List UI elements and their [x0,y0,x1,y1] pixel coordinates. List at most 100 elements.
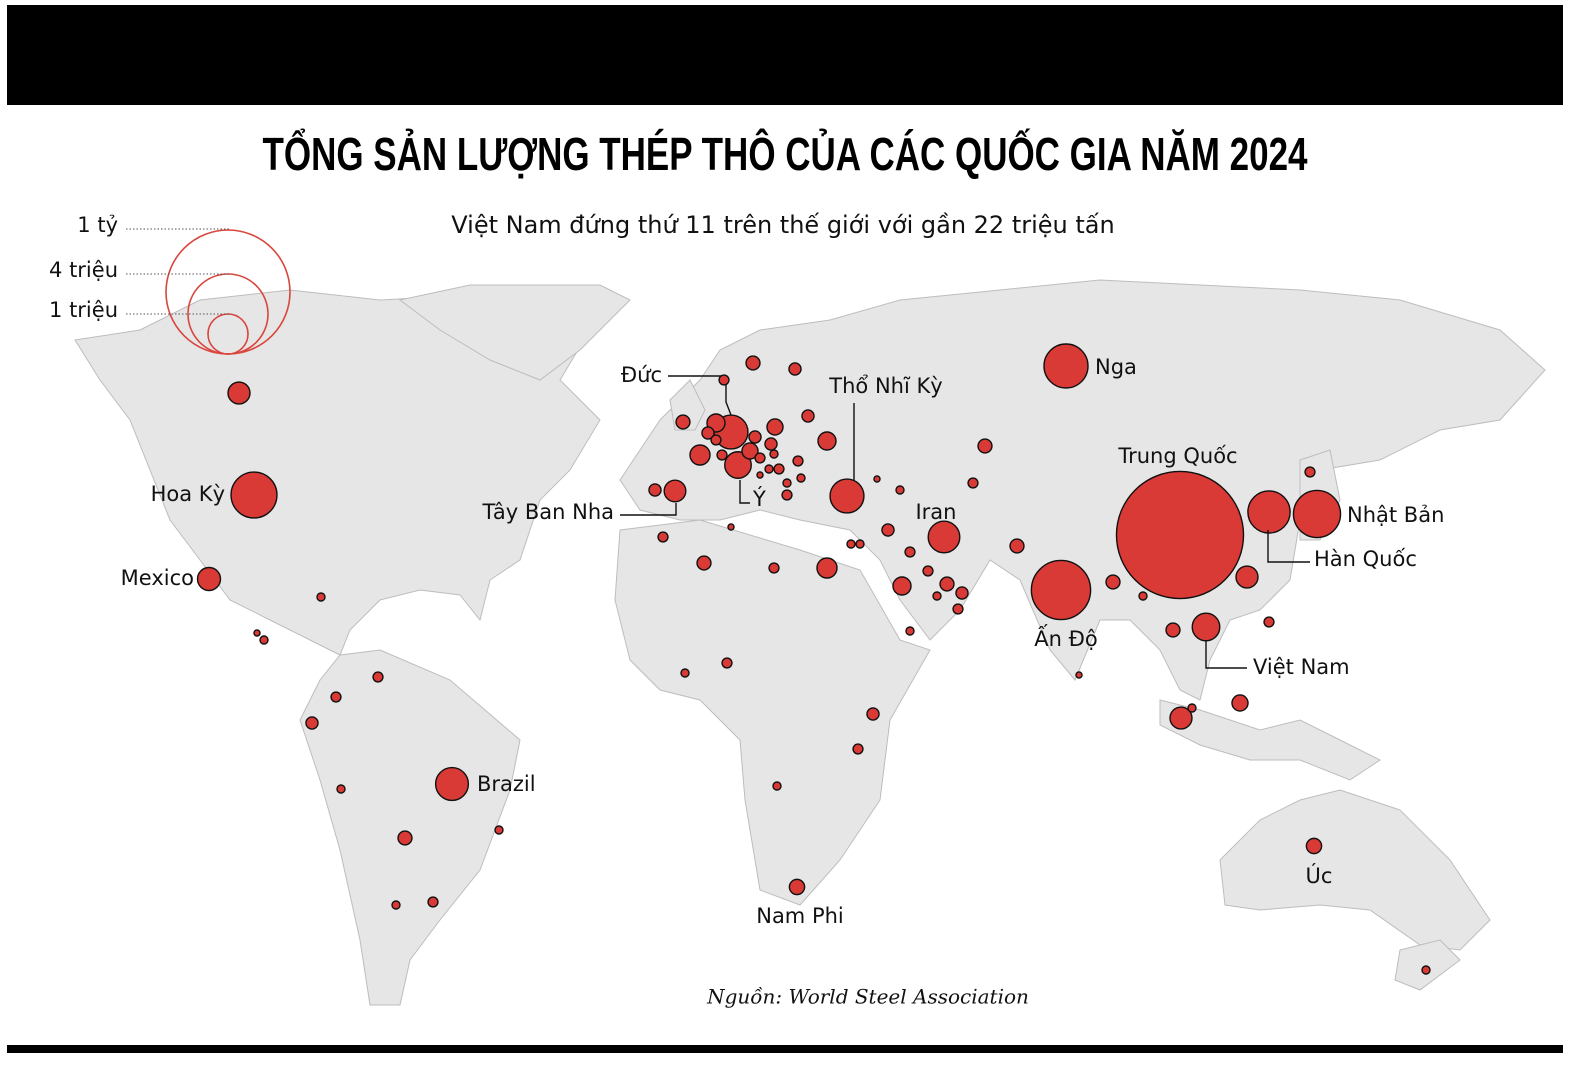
bubble [330,691,342,703]
bubbles: Trung Quốc Ấn Độ Nhật Bản Hoa Kỳ Nga Hàn Quốc… [121,343,1444,975]
bubble [766,418,784,436]
legend: 1 tỷ 4 triệu 1 triệu [49,213,291,355]
country-label: Nga [1095,355,1137,379]
bubble [1304,466,1316,478]
top-bar [7,5,1563,105]
bubble [881,523,895,537]
bubble [494,825,504,835]
bubble [663,479,687,503]
new-zealand [1394,939,1461,991]
bubble [336,784,346,794]
bubble [772,781,782,791]
bubble [1165,622,1181,638]
bubble [397,830,413,846]
bubble [1169,706,1193,730]
bubble [904,546,916,558]
bubble [768,562,780,574]
bubble [1231,694,1249,712]
bubble [196,566,222,592]
bubble [1235,565,1259,589]
bubble [952,603,964,615]
bubble [745,355,761,371]
bubble [788,362,802,376]
bubble [716,449,728,461]
south-america [299,649,521,1006]
bubble [792,455,804,467]
southeast-asia-islands [1159,699,1381,781]
country-label: Iran [915,500,956,524]
bubble [873,475,881,483]
bubble [657,531,669,543]
bubble [1030,559,1092,621]
africa [614,519,931,906]
legend-label: 1 tỷ [77,213,118,237]
country-label: Nam Phi [756,904,844,928]
title: TỔNG SẢN LƯỢNG THÉP THÔ CỦA CÁC QUỐC GIA… [263,128,1308,180]
leader-line [739,480,750,504]
bubble [721,657,733,669]
country-label: Mexico [121,566,194,590]
australia [1219,789,1491,951]
bubble [866,707,880,721]
bubble [905,626,915,636]
bubble [829,478,865,514]
bubble [782,478,792,488]
bubble [796,473,806,483]
country-label: Việt Nam [1253,655,1350,679]
greenland [398,284,631,381]
bubble [788,878,806,896]
bubble [372,671,384,683]
legend-label: 4 triệu [49,258,118,282]
bubble [724,451,752,479]
bubble [727,523,735,531]
bubble [892,576,912,596]
bubble [769,449,779,459]
leader-line [668,375,732,416]
bubble [427,896,439,908]
country-label: Tây Ban Nha [482,500,615,524]
bubble [817,431,837,451]
bubble [756,471,764,479]
bubble [1105,574,1121,590]
bubble [1187,703,1197,713]
bubble [701,426,715,440]
legend-label: 1 triệu [49,298,118,322]
bubble [1292,489,1342,539]
bubble [696,555,712,571]
bubble [927,520,961,554]
bubble [227,381,251,405]
bubble [1115,470,1245,600]
source: Nguồn: World Steel Association [706,985,1029,1009]
bubble [1305,837,1323,855]
country-label: Trung Quốc [1117,444,1237,468]
bubble [230,471,278,519]
world-land [74,279,1546,1006]
bubble [316,592,326,602]
country-label: Brazil [477,772,536,796]
bubble [710,434,722,446]
leader-line [1205,640,1247,669]
bubble [689,444,711,466]
bubble [391,900,401,910]
bubble [846,539,856,549]
country-label: Đức [621,363,662,387]
bubble [741,442,759,460]
leader-line [620,503,677,516]
bubble [773,463,785,475]
bubble [855,539,865,549]
bubble [305,716,319,730]
bubble [648,483,662,497]
country-label: Hàn Quốc [1314,547,1417,571]
bubble [1043,343,1089,389]
bubble [1138,591,1148,601]
bubble [1247,490,1291,534]
bubble [434,766,470,802]
bubble [1075,671,1083,679]
bubble [764,437,778,451]
subtitle: Việt Nam đứng thứ 11 trên thế giới với g… [451,211,1114,239]
bubble [748,430,762,444]
country-label: Nhật Bản [1347,503,1444,527]
bubble [967,477,979,489]
eurasia [619,279,1546,701]
